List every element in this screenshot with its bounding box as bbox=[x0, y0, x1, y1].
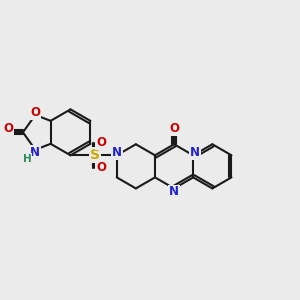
Text: O: O bbox=[96, 161, 106, 174]
Text: N: N bbox=[112, 146, 122, 159]
Text: O: O bbox=[3, 122, 13, 135]
Text: H: H bbox=[23, 154, 32, 164]
Text: N: N bbox=[169, 185, 179, 199]
Text: N: N bbox=[30, 146, 40, 159]
Text: N: N bbox=[190, 146, 200, 159]
Text: O: O bbox=[169, 122, 179, 135]
Text: O: O bbox=[30, 106, 40, 119]
Text: O: O bbox=[96, 136, 106, 149]
Text: S: S bbox=[90, 148, 100, 162]
